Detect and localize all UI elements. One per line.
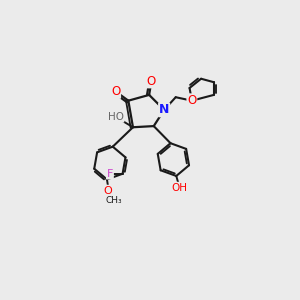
Text: O: O [104,185,112,196]
Text: HO: HO [108,112,124,122]
Text: O: O [187,94,196,107]
Text: O: O [111,85,120,98]
Text: CH₃: CH₃ [106,196,122,206]
Text: OH: OH [172,182,188,193]
Text: O: O [147,74,156,88]
Text: N: N [159,103,169,116]
Text: F: F [107,169,113,179]
